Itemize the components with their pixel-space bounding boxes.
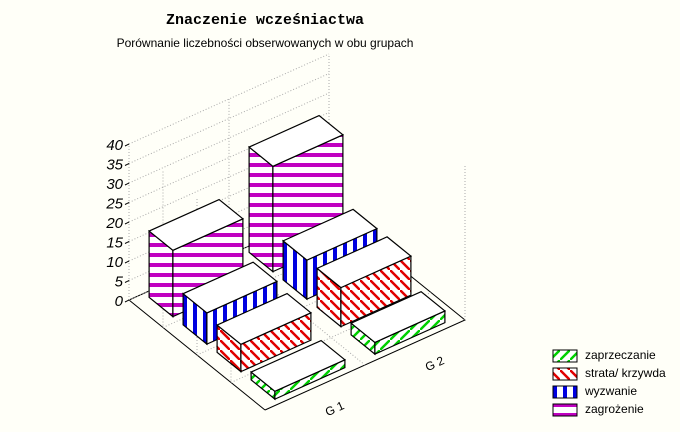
grid-line bbox=[128, 92, 330, 184]
bar bbox=[249, 339, 347, 401]
x-tick-label: G 1 bbox=[323, 398, 347, 419]
legend-swatch bbox=[552, 349, 578, 363]
floor-grid bbox=[162, 171, 364, 329]
legend-label: wyzwanie bbox=[584, 384, 637, 398]
bar-face bbox=[247, 114, 345, 168]
z-tick-label: 5 bbox=[115, 273, 124, 290]
z-tick-label: 30 bbox=[106, 176, 123, 193]
legend-swatch bbox=[552, 367, 578, 381]
bar bbox=[315, 236, 413, 328]
bar-face bbox=[249, 339, 347, 393]
x-tick-label: G 2 bbox=[423, 353, 447, 374]
grid-line bbox=[124, 221, 130, 225]
z-tick-label: 35 bbox=[106, 156, 123, 173]
z-tick-label: 25 bbox=[105, 195, 123, 212]
legend-label: zagrożenie bbox=[585, 402, 644, 416]
grid-line bbox=[124, 280, 130, 283]
bar-face bbox=[281, 208, 379, 261]
bar-face bbox=[147, 198, 245, 252]
chart-subtitle: Porównanie liczebności obserwowanych w o… bbox=[117, 36, 414, 50]
z-tick-label: 0 bbox=[115, 293, 124, 310]
bar-face bbox=[215, 292, 313, 346]
grid-line bbox=[124, 163, 130, 166]
grid-line bbox=[124, 143, 130, 147]
bar-face bbox=[349, 290, 447, 344]
bar-face bbox=[248, 145, 274, 273]
grid-line bbox=[124, 202, 130, 205]
grid-line bbox=[128, 73, 330, 164]
bar-face bbox=[181, 261, 279, 314]
chart-title: Znaczenie wcześniactwa bbox=[166, 12, 364, 29]
bar bbox=[215, 292, 313, 373]
legend-swatch bbox=[552, 403, 578, 417]
grid-line bbox=[128, 112, 330, 203]
legend-swatch bbox=[552, 385, 578, 399]
grid-line bbox=[124, 182, 130, 186]
z-tick-label: 15 bbox=[106, 234, 123, 251]
grid-line bbox=[124, 241, 130, 244]
bar-face bbox=[315, 236, 413, 289]
grid-line bbox=[128, 53, 330, 145]
grid-line bbox=[128, 131, 330, 223]
legend-label: strata/ krzywda bbox=[585, 366, 666, 380]
z-tick-label: 20 bbox=[105, 215, 123, 232]
legend-label: zaprzeczanie bbox=[585, 348, 656, 362]
z-tick-label: 40 bbox=[106, 137, 123, 154]
bar bbox=[349, 290, 447, 356]
z-tick-label: 10 bbox=[106, 254, 123, 271]
grid-line bbox=[124, 299, 130, 303]
grid-line bbox=[124, 260, 130, 264]
